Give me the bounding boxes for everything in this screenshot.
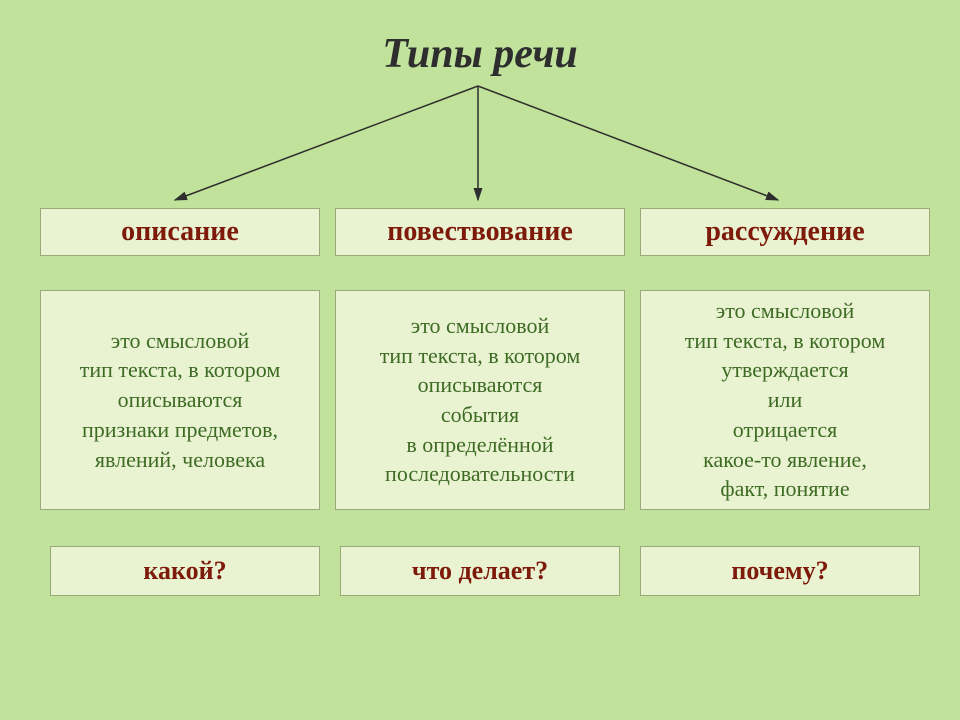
desc-box-2: это смысловой тип текста, в котором утве…	[640, 290, 930, 510]
question-box-2: почему?	[640, 546, 920, 596]
type-box-2: рассуждение	[640, 208, 930, 256]
type-box-1: повествование	[335, 208, 625, 256]
type-box-0: описание	[40, 208, 320, 256]
question-box-0: какой?	[50, 546, 320, 596]
desc-box-0: это смысловой тип текста, в котором опис…	[40, 290, 320, 510]
desc-box-1: это смысловой тип текста, в котором опис…	[335, 290, 625, 510]
question-box-1: что делает?	[340, 546, 620, 596]
diagram-title: Типы речи	[0, 30, 960, 78]
